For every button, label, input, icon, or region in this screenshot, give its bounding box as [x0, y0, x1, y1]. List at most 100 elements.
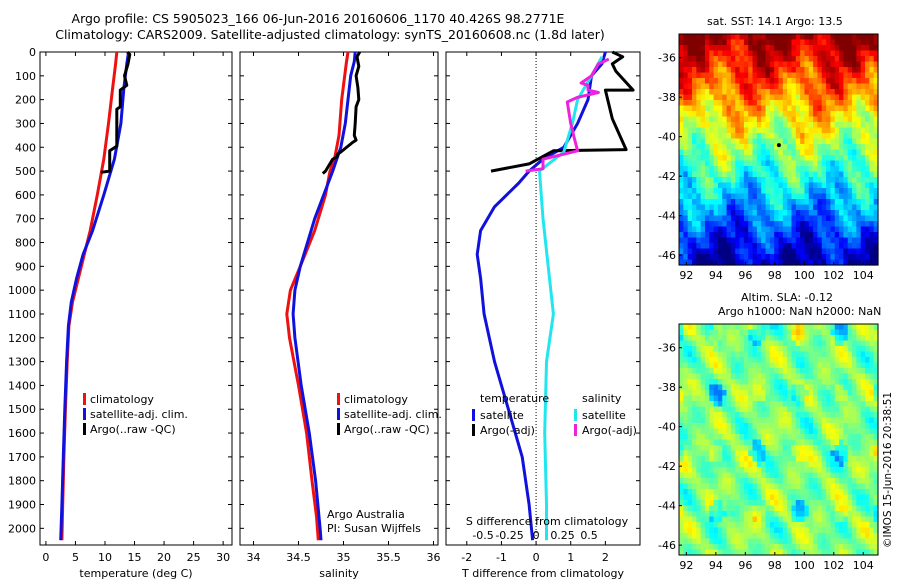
map-cell [856, 401, 862, 408]
map-cell [852, 254, 857, 261]
map-cell [704, 357, 710, 364]
map-cell [687, 434, 693, 441]
map-cell [691, 193, 697, 200]
map-cell [795, 549, 801, 556]
map-cell [795, 489, 801, 496]
map-cell [717, 423, 723, 430]
map-cell [722, 243, 728, 250]
map-cell [808, 138, 814, 145]
map-cell [683, 138, 689, 145]
map-cell [704, 127, 710, 134]
map-cell [826, 160, 832, 167]
map-cell [834, 61, 840, 68]
map-cell [713, 67, 719, 74]
map-cell [717, 155, 723, 162]
map-cell [774, 522, 780, 529]
map-cell [765, 417, 771, 424]
map-cell [860, 335, 866, 342]
map-cell [791, 259, 797, 266]
map-cell [709, 243, 715, 250]
map-cell [709, 72, 715, 79]
map-cell [774, 237, 780, 244]
map-cell [852, 116, 857, 123]
map-cell [769, 505, 775, 512]
map-cell [704, 210, 710, 217]
series-line-climatology [285, 51, 350, 541]
map-cell [765, 215, 771, 222]
map-cell [756, 379, 762, 386]
map-cell [839, 445, 844, 452]
map-cell [782, 450, 788, 457]
y-tick-label: 0 [29, 46, 36, 59]
map-cell [826, 243, 832, 250]
map-cell [765, 368, 771, 375]
map-cell [717, 445, 723, 452]
map-cell [791, 467, 797, 474]
map-cell [713, 133, 719, 140]
map-cell [800, 144, 806, 151]
map-cell [726, 188, 732, 195]
map-cell [739, 533, 745, 540]
map-cell [730, 549, 736, 556]
map-cell [765, 226, 771, 233]
sst-map-title: sat. SST: 14.1 Argo: 13.5 [707, 15, 843, 28]
map-cell [704, 204, 710, 211]
map-cell [813, 56, 819, 63]
map-cell [774, 434, 780, 441]
map-cell [787, 182, 793, 189]
map-cell [687, 346, 693, 353]
map-cell [813, 500, 819, 507]
map-cell [756, 221, 762, 228]
map-cell [774, 39, 780, 46]
map-cell [826, 346, 832, 353]
map-cell [761, 254, 767, 261]
map-cell [843, 199, 849, 206]
map-cell [808, 373, 814, 380]
map-cell [869, 94, 875, 101]
map-cell [839, 67, 844, 74]
map-cell [821, 144, 827, 151]
map-cell [839, 401, 844, 408]
map-cell [795, 45, 801, 52]
map-cell [800, 215, 806, 222]
map-cell [756, 456, 762, 463]
map-cell [839, 243, 844, 250]
map-cell [800, 406, 806, 413]
map-cell [717, 56, 723, 63]
map-cell [679, 434, 684, 441]
map-cell [730, 516, 736, 523]
map-cell [704, 83, 710, 90]
map-cell [765, 100, 771, 107]
map-cell [743, 171, 749, 178]
map-cell [743, 243, 749, 250]
map-cell [843, 78, 849, 85]
map-cell [852, 390, 857, 397]
map-cell [761, 34, 767, 41]
map-cell [856, 160, 862, 167]
map-cell [834, 483, 840, 490]
map-cell [748, 478, 754, 485]
map-cell [713, 83, 719, 90]
map-cell [735, 248, 741, 255]
map-cell [847, 340, 853, 347]
map-cell [713, 138, 719, 145]
map-cell [691, 346, 697, 353]
map-cell [869, 445, 875, 452]
x-tick-label: 36 [427, 551, 441, 564]
map-cell [769, 357, 775, 364]
map-cell [743, 232, 749, 239]
map-cell [756, 149, 762, 156]
map-cell [756, 533, 762, 540]
map-cell [839, 505, 844, 512]
map-cell [830, 56, 836, 63]
map-cell [696, 89, 702, 96]
map-cell [748, 417, 754, 424]
map-cell [743, 144, 749, 151]
map-cell [691, 56, 697, 63]
map-cell [748, 461, 754, 468]
map-cell [774, 329, 780, 336]
map-cell [856, 379, 862, 386]
map-cell [752, 144, 758, 151]
map-x-tick-label: 100 [794, 269, 815, 282]
map-cell [743, 45, 749, 52]
